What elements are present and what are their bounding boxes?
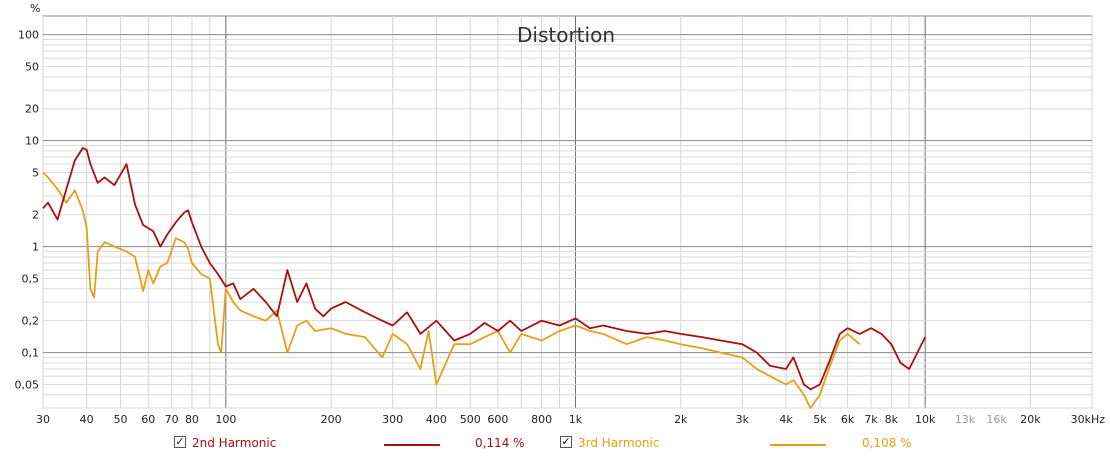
x-tick-label: 80 (185, 413, 199, 426)
legend-swatch-3rd-harmonic (770, 444, 826, 446)
series-line-2nd-harmonic (42, 147, 927, 391)
plot-frame (42, 15, 1093, 409)
x-tick-label: 1k (569, 413, 583, 426)
legend: ✓ 2nd Harmonic 0,114 % ✓ 3rd Harmonic 0,… (0, 432, 1110, 458)
y-tick-label: 1 (32, 241, 39, 254)
x-tick-label: 6k (841, 413, 855, 426)
x-tick-label: 100 (215, 413, 236, 426)
x-axis-ticks: 30 40 50 60 70 80 100 200 300 400 500 600 800 1k 2k 3k 4… (36, 413, 1105, 426)
y-tick-label: 2 (32, 209, 39, 222)
x-tick-label: 800 (531, 413, 552, 426)
y-tick-label: 0,1 (22, 347, 40, 360)
x-tick-label: 70 (165, 413, 179, 426)
readout-2nd-harmonic: 0,114 % (475, 436, 525, 450)
grid (42, 16, 1093, 409)
x-tick-label: 3k (736, 413, 750, 426)
y-tick-label: 0,05 (15, 378, 40, 391)
y-tick-label: 20 (25, 103, 39, 116)
x-tick-label: 30 (36, 413, 50, 426)
series-2-checkbox[interactable]: ✓ (560, 435, 572, 448)
series-line-3rd-harmonic (42, 171, 861, 409)
chart-title: Distortion (517, 23, 615, 47)
x-tick-label: 5k (813, 413, 827, 426)
x-tick-label: 200 (321, 413, 342, 426)
legend-label-2nd-harmonic: 2nd Harmonic (192, 436, 277, 450)
x-tick-label: 20k (1020, 413, 1041, 426)
x-tick-label: 30kHz (1071, 413, 1106, 426)
x-tick-label: 500 (460, 413, 481, 426)
x-tick-label: 600 (487, 413, 508, 426)
x-tick-label: 8k (885, 413, 899, 426)
x-tick-label: 300 (382, 413, 403, 426)
x-tick-label: 10k (915, 413, 936, 426)
x-tick-label: 16k (986, 413, 1007, 426)
y-tick-label: 0,2 (22, 315, 40, 328)
y-tick-label: 0,5 (22, 273, 40, 286)
y-tick-label: 100 (18, 29, 39, 42)
legend-label-3rd-harmonic: 3rd Harmonic (578, 436, 660, 450)
y-unit-label: % (30, 2, 40, 15)
x-tick-label: 60 (141, 413, 155, 426)
x-tick-label: 2k (674, 413, 688, 426)
x-tick-label: 13k (955, 413, 976, 426)
y-tick-label: 5 (32, 167, 39, 180)
x-tick-label: 40 (80, 413, 94, 426)
x-tick-label: 7k (864, 413, 878, 426)
x-tick-label: 4k (779, 413, 793, 426)
readout-3rd-harmonic: 0,108 % (862, 436, 912, 450)
series-1-checkbox[interactable]: ✓ (174, 435, 186, 448)
legend-swatch-2nd-harmonic (384, 444, 440, 446)
y-axis-ticks: 100 50 20 10 5 2 1 0,5 0,2 0,1 0,05 (15, 29, 40, 392)
x-tick-label: 50 (114, 413, 128, 426)
x-tick-label: 400 (426, 413, 447, 426)
series-layer (42, 147, 927, 409)
distortion-chart: % Distortion 100 50 20 10 5 2 1 0,5 0,2 0,1 0,05 3… (15, 2, 1106, 426)
y-tick-label: 10 (25, 135, 39, 148)
y-tick-label: 50 (25, 61, 39, 74)
chart-area: % Distortion 100 50 20 10 5 2 1 0,5 0,2 0,1 0,05 3… (15, 2, 1106, 426)
